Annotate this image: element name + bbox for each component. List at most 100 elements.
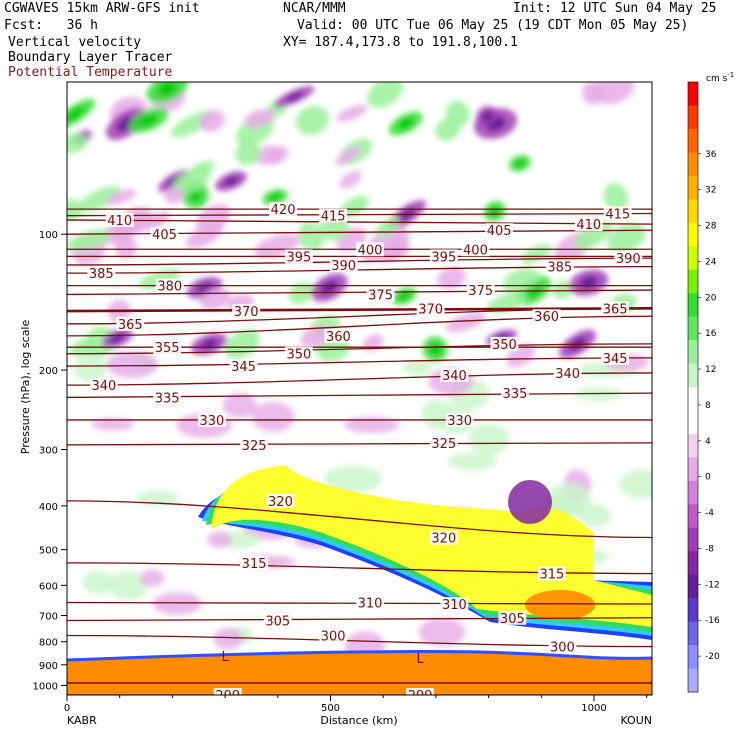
theta-contour-label: 415 bbox=[605, 208, 630, 223]
theta-contour-label: 335 bbox=[503, 387, 528, 402]
model-title: CGWAVES 15km ARW-GFS init bbox=[4, 1, 200, 16]
theta-label-bg bbox=[213, 688, 242, 695]
velocity-core bbox=[398, 118, 414, 129]
theta-label-bg bbox=[548, 639, 577, 654]
theta-label-bg bbox=[498, 610, 527, 625]
colorbar-label: 4 bbox=[705, 437, 711, 447]
velocity-cell bbox=[324, 465, 383, 493]
colorbar-label: -4 bbox=[705, 509, 714, 519]
theta-contour-label: 300 bbox=[321, 629, 346, 644]
theta-contour-label: 365 bbox=[118, 318, 143, 333]
velocity-cell bbox=[198, 109, 225, 133]
colorbar-label: 32 bbox=[705, 186, 716, 196]
theta-contour-label: 370 bbox=[234, 305, 259, 320]
theta-contour-label: 375 bbox=[468, 284, 493, 299]
theta-label-bg bbox=[155, 278, 184, 293]
cross-section-coordinates: XY= 187.4,173.8 to 191.8,100.1 bbox=[283, 35, 518, 50]
theta-contour-label: 410 bbox=[107, 214, 132, 229]
x-tick-label: 500 bbox=[321, 703, 340, 714]
theta-contour-label: 395 bbox=[286, 250, 311, 265]
theta-label-bg bbox=[324, 328, 353, 343]
velocity-cell bbox=[222, 392, 258, 418]
velocity-cell bbox=[503, 268, 541, 293]
colorbar-swatch bbox=[688, 82, 698, 106]
colorbar-swatch bbox=[688, 175, 698, 200]
colorbar-swatch bbox=[688, 551, 698, 576]
theta-contour-label: 370 bbox=[418, 302, 443, 317]
theta-label-bg bbox=[153, 390, 182, 405]
vertical-velocity-field bbox=[67, 82, 652, 662]
velocity-cell bbox=[114, 235, 138, 259]
y-axis-title: Pressure (hPa), log scale bbox=[19, 320, 32, 455]
velocity-cell bbox=[574, 220, 613, 250]
velocity-core bbox=[269, 193, 281, 201]
theta-contour bbox=[67, 229, 652, 235]
velocity-cell bbox=[402, 359, 432, 377]
low-marker: L bbox=[416, 652, 424, 667]
velocity-cell bbox=[418, 618, 466, 647]
boundary-layer-tracer-field bbox=[198, 465, 652, 640]
velocity-cell bbox=[252, 401, 295, 432]
theta-label-bg bbox=[553, 365, 582, 380]
velocity-cell bbox=[603, 183, 629, 211]
velocity-core bbox=[157, 82, 177, 96]
y-axis: 100 200 300 400 500 600 700 800 900 1000 bbox=[33, 230, 67, 692]
theta-contour-label: 310 bbox=[442, 598, 467, 613]
theta-label-bg bbox=[445, 412, 474, 427]
y-tick-label: 700 bbox=[39, 612, 58, 623]
velocity-cell bbox=[546, 483, 592, 514]
colorbar-label: 8 bbox=[705, 401, 711, 411]
theta-label-bg bbox=[429, 530, 458, 545]
theta-contour-label: 300 bbox=[550, 641, 575, 656]
colorbar-swatch bbox=[688, 598, 698, 623]
colorbar-swatch bbox=[688, 574, 698, 599]
field-vertical-velocity: Vertical velocity bbox=[8, 35, 142, 50]
tracer-plume-band bbox=[211, 465, 652, 627]
colorbar-swatch bbox=[688, 387, 698, 411]
velocity-cell bbox=[362, 334, 384, 352]
velocity-cell bbox=[367, 82, 404, 108]
theta-label-bg bbox=[150, 227, 179, 242]
velocity-cell bbox=[152, 592, 203, 615]
theta-contour-label: 395 bbox=[431, 250, 456, 265]
theta-label-bg bbox=[116, 316, 145, 331]
colorbar-label: 20 bbox=[705, 293, 717, 303]
velocity-cell bbox=[77, 186, 121, 213]
theta-label-bg bbox=[461, 242, 490, 257]
plot-frame bbox=[66, 81, 653, 696]
tracer-max bbox=[525, 590, 595, 620]
theta-label-bg bbox=[429, 249, 458, 264]
theta-label-bg bbox=[466, 283, 495, 298]
velocity-cell bbox=[139, 211, 171, 232]
colorbar-unit: cm s-1 bbox=[706, 71, 734, 84]
theta-contour-label: 320 bbox=[268, 495, 293, 510]
theta-label-bg bbox=[500, 386, 529, 401]
theta-contour-label: 400 bbox=[358, 243, 383, 258]
theta-contour bbox=[67, 307, 652, 325]
velocity-cell bbox=[171, 167, 211, 196]
velocity-cell bbox=[445, 100, 470, 127]
colorbar-swatch bbox=[688, 668, 698, 693]
init-time: Init: 12 UTC Sun 04 May 25 bbox=[513, 1, 717, 16]
theta-contour bbox=[67, 212, 652, 217]
theta-label-bg bbox=[356, 595, 385, 610]
left-endpoint-label: KABR bbox=[67, 714, 97, 727]
velocity-cell bbox=[295, 105, 329, 136]
velocity-cell bbox=[266, 146, 289, 165]
velocity-cell bbox=[109, 571, 149, 601]
colorbar-swatch bbox=[688, 410, 698, 435]
theta-label-bg bbox=[614, 251, 643, 266]
theta-label-bg bbox=[197, 412, 226, 427]
colorbar-swatch bbox=[688, 457, 698, 482]
colorbar-swatch bbox=[688, 105, 698, 130]
theta-label-bg bbox=[232, 304, 261, 319]
velocity-core bbox=[67, 107, 85, 121]
theta-label-bg bbox=[537, 566, 566, 581]
y-tick-label: 1000 bbox=[33, 681, 58, 692]
theta-contour-label: 345 bbox=[603, 352, 628, 367]
theta-contour-label: 335 bbox=[155, 391, 180, 406]
colorbar-swatch bbox=[688, 527, 698, 552]
theta-contour-label: 390 bbox=[616, 252, 641, 267]
theta-contour-label: 310 bbox=[358, 597, 383, 612]
velocity-cell bbox=[446, 452, 498, 471]
